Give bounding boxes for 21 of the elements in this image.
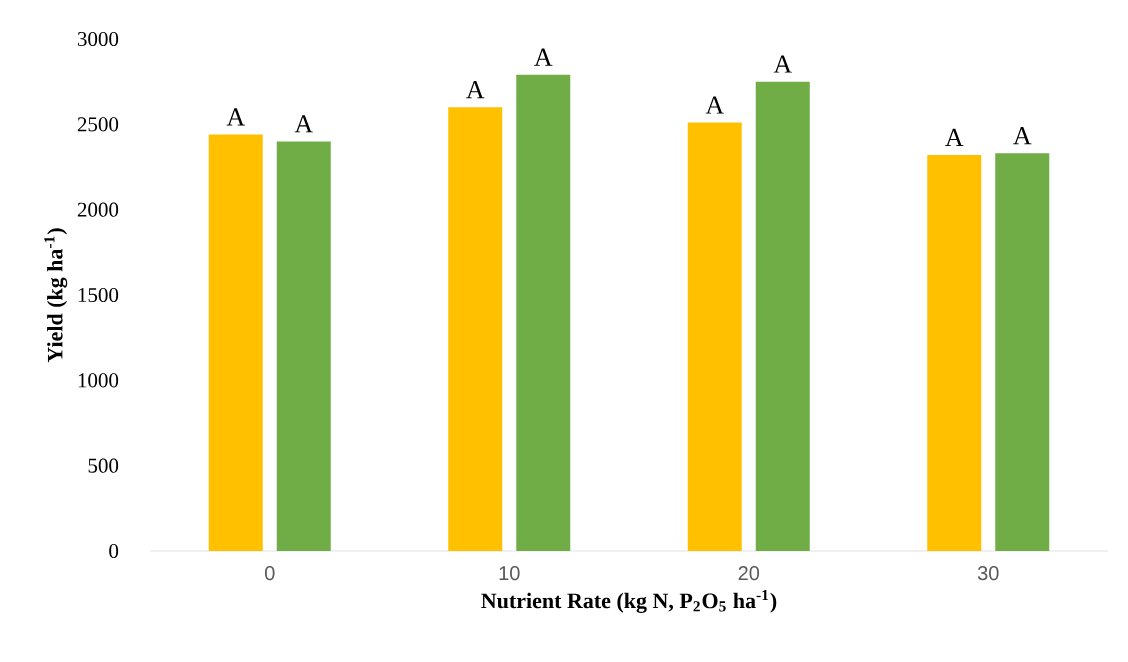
data-label: A <box>705 96 724 114</box>
x-tick-label: 10 <box>499 566 520 581</box>
x-tick-label: 0 <box>264 566 275 581</box>
y-axis-title: Yield (kg ha$^{-1}$) <box>44 228 68 363</box>
y-tick-label: 3000 <box>77 31 119 47</box>
y-tick-label: 1500 <box>78 287 119 303</box>
data-label: A <box>466 81 485 99</box>
y-tick-label: 2000 <box>77 202 119 217</box>
x-tick-label: 30 <box>977 566 999 581</box>
data-label: A <box>945 128 964 146</box>
y-tick-label: 0 <box>109 543 119 559</box>
y-tick-label: 2500 <box>77 117 119 132</box>
data-label: A <box>773 55 792 73</box>
data-label: A <box>1013 127 1032 145</box>
y-tick-label: 1000 <box>78 373 119 388</box>
data-label: A <box>294 115 313 133</box>
data-label: A <box>534 48 553 66</box>
y-tick-label: 500 <box>88 458 119 473</box>
x-axis-title: Nutrient Rate (kg N, P$_{2}$O$_{5}$ ha$^{-1}$) <box>481 589 777 613</box>
data-label: A <box>226 108 245 126</box>
x-tick-label: 20 <box>738 566 760 581</box>
